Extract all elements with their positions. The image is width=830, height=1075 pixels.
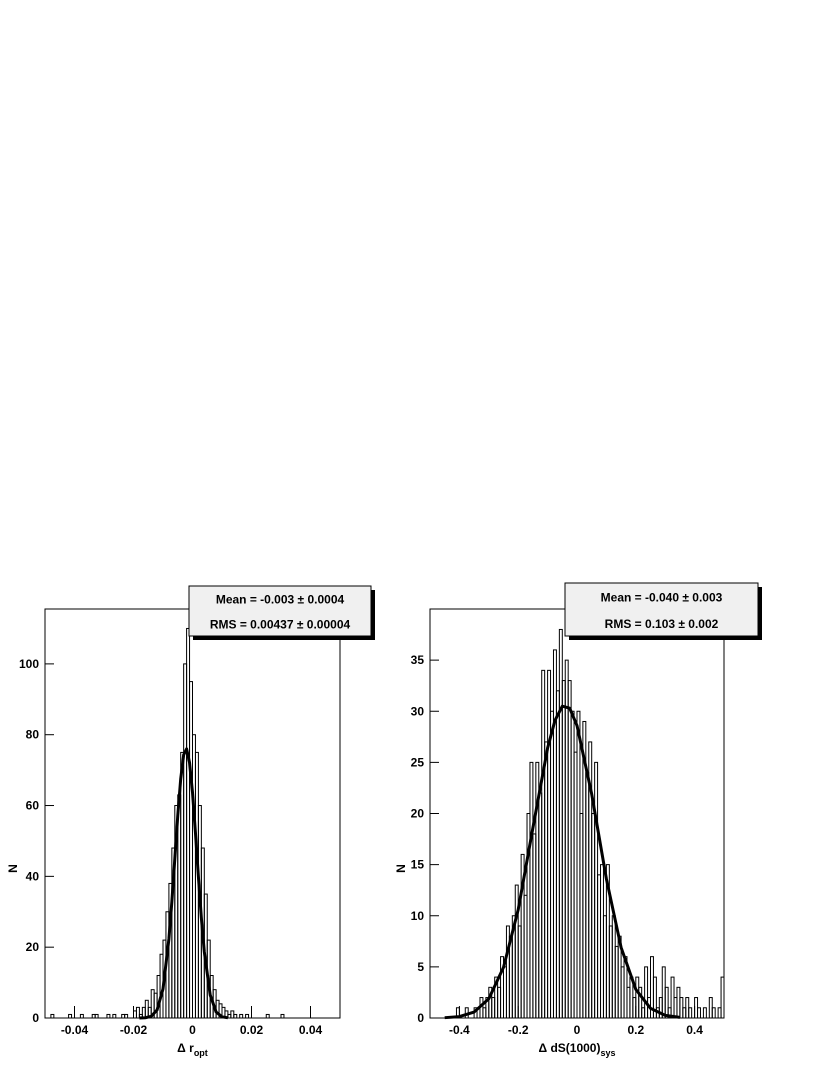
x-tick-label: 0 [574, 1023, 581, 1037]
x-tick-label: -0.4 [449, 1023, 470, 1037]
x-axis-label-main: Δ dS(1000) [538, 1041, 600, 1055]
x-tick-label: 0.2 [627, 1023, 644, 1037]
fit-curve [139, 747, 229, 1020]
y-tick-label: 25 [411, 755, 425, 769]
stats-box [188, 585, 372, 637]
x-axis-label-main: Δ r [177, 1041, 194, 1055]
y-axis-label: N [394, 864, 408, 873]
x-tick-label: -0.2 [508, 1023, 529, 1037]
x-axis-label-subscript: sys [600, 1048, 615, 1058]
fit-curve [444, 704, 681, 1020]
y-tick-label: 10 [411, 909, 425, 923]
y-tick-label: 60 [26, 799, 40, 813]
x-tick-label: -0.02 [120, 1023, 148, 1037]
y-tick-label: 40 [26, 869, 40, 883]
stats-line: Mean = -0.003 ± 0.0004 [216, 593, 345, 607]
x-tick-label: -0.04 [61, 1023, 89, 1037]
stats-line: RMS = 0.103 ± 0.002 [605, 617, 719, 631]
y-tick-label: 20 [26, 940, 40, 954]
y-tick-label: 0 [417, 1011, 424, 1025]
x-tick-label: 0 [189, 1023, 196, 1037]
x-axis-label-subscript: opt [194, 1048, 208, 1058]
x-axis-label: Δ ropt [177, 1041, 208, 1058]
y-tick-label: 35 [411, 653, 425, 667]
x-tick-label: 0.02 [240, 1023, 264, 1037]
x-tick-label: 0.4 [686, 1023, 703, 1037]
y-tick-label: 0 [32, 1011, 39, 1025]
stats-line: RMS = 0.00437 ± 0.00004 [210, 618, 351, 632]
y-tick-label: 20 [411, 807, 425, 821]
x-axis-label: Δ dS(1000)sys [538, 1041, 615, 1058]
y-tick-label: 5 [417, 960, 424, 974]
x-tick-label: 0.04 [299, 1023, 323, 1037]
y-axis-label: N [6, 864, 20, 873]
stats-line: Mean = -0.040 ± 0.003 [601, 590, 723, 604]
y-tick-label: 100 [19, 657, 39, 671]
y-tick-label: 15 [411, 858, 425, 872]
y-tick-label: 30 [411, 704, 425, 718]
stats-box [564, 582, 759, 637]
y-tick-label: 80 [26, 728, 40, 742]
